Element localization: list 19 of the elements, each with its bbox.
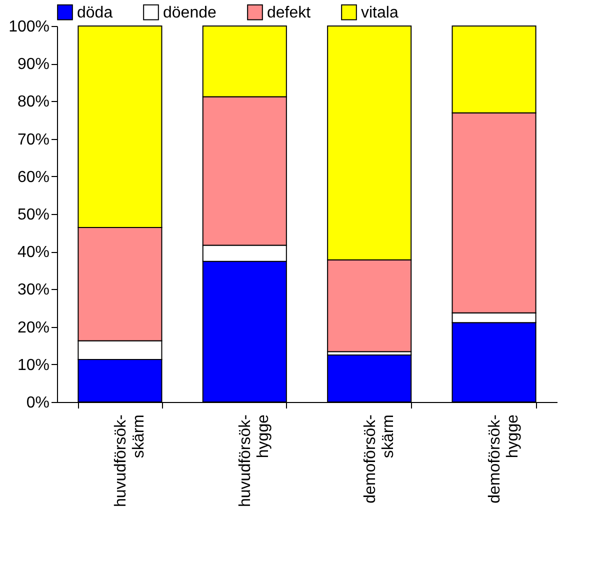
legend-label: vitala: [361, 4, 398, 22]
y-tick-label: 20%: [17, 319, 50, 336]
y-tick-label: 90%: [17, 56, 50, 74]
legend-label: defekt: [267, 4, 312, 22]
y-tick-label: 30%: [17, 282, 50, 299]
x-tick-label: huvudförsök- skärm: [112, 414, 148, 507]
x-tick-label: demoförsök- hygge: [486, 414, 522, 504]
legend-label: döende: [163, 4, 216, 22]
y-tick-label: 40%: [17, 244, 50, 262]
y-tick-label: 10%: [17, 356, 50, 374]
x-tick-label: huvudförsök- hygge: [237, 414, 272, 507]
legend-label: döda: [77, 4, 113, 22]
y-tick-label: 50%: [17, 206, 50, 224]
y-tick-label: 0%: [26, 394, 50, 412]
y-tick-label: 70%: [17, 131, 50, 148]
y-tick-label: 80%: [17, 94, 50, 111]
y-tick-label: 60%: [17, 168, 50, 186]
y-tick-label: 100%: [8, 18, 50, 36]
x-tick-label: demoförsök- skärm: [362, 414, 397, 504]
